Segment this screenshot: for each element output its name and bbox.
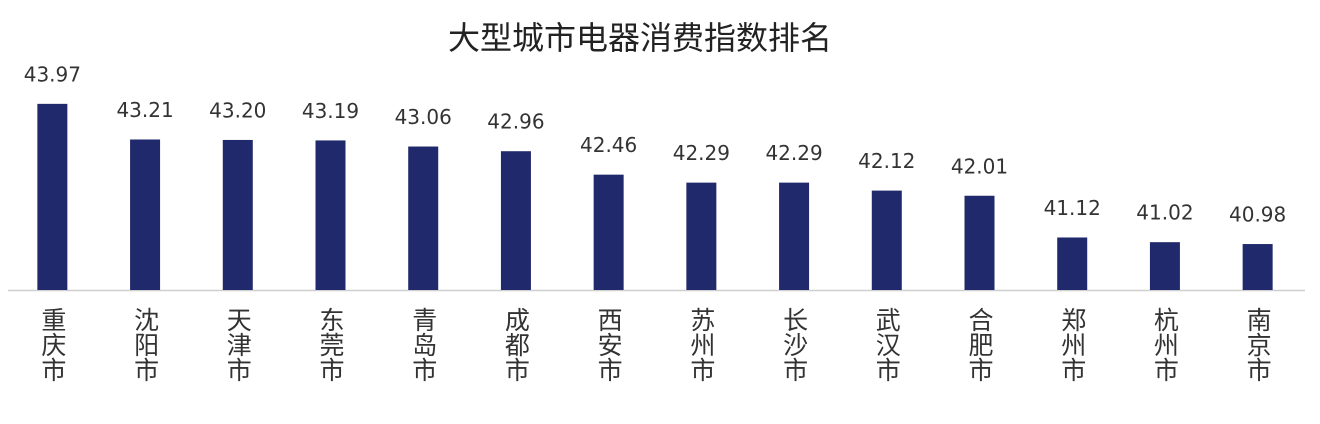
x-tick-label: 苏州市 bbox=[687, 307, 716, 382]
x-tick-label: 郑州市 bbox=[1058, 307, 1087, 382]
value-label: 43.97 bbox=[24, 62, 81, 86]
bar bbox=[593, 174, 624, 290]
bar bbox=[686, 182, 717, 290]
value-label: 42.46 bbox=[580, 133, 637, 157]
bar bbox=[871, 190, 902, 290]
bar bbox=[222, 139, 253, 290]
x-tick-label: 东莞市 bbox=[316, 307, 345, 382]
value-label: 43.19 bbox=[302, 99, 359, 123]
value-label: 42.96 bbox=[487, 110, 544, 134]
value-label: 41.12 bbox=[1044, 196, 1101, 220]
value-label: 41.02 bbox=[1136, 201, 1193, 225]
bar bbox=[1242, 244, 1273, 290]
bar bbox=[1057, 237, 1088, 290]
bar bbox=[1149, 242, 1180, 290]
x-tick-label: 重庆市 bbox=[38, 307, 67, 382]
bar bbox=[37, 103, 68, 291]
value-label: 42.29 bbox=[765, 141, 822, 165]
x-tick-label: 西安市 bbox=[594, 307, 623, 382]
x-tick-label: 天津市 bbox=[223, 307, 252, 382]
value-label: 43.21 bbox=[116, 98, 173, 122]
value-label: 42.29 bbox=[673, 141, 730, 165]
bar bbox=[779, 182, 810, 290]
bar bbox=[130, 139, 161, 290]
value-label: 43.06 bbox=[395, 105, 452, 129]
bar bbox=[964, 195, 995, 290]
x-tick-label: 合肥市 bbox=[965, 307, 994, 382]
x-tick-label: 成都市 bbox=[501, 307, 530, 382]
value-label: 43.20 bbox=[209, 98, 266, 122]
value-label: 42.01 bbox=[951, 154, 1008, 178]
chart-title: 大型城市电器消费指数排名 bbox=[448, 19, 832, 57]
x-tick-label: 杭州市 bbox=[1150, 307, 1179, 382]
x-tick-label: 武汉市 bbox=[872, 307, 901, 382]
x-tick-label: 南京市 bbox=[1243, 307, 1272, 382]
bar bbox=[408, 146, 439, 290]
x-tick-label: 沈阳市 bbox=[131, 307, 160, 382]
x-tick-label: 青岛市 bbox=[409, 307, 438, 382]
value-label: 42.12 bbox=[858, 149, 915, 173]
bar bbox=[315, 140, 346, 290]
x-tick-label: 长沙市 bbox=[780, 307, 809, 382]
bar bbox=[500, 151, 531, 290]
value-label: 40.98 bbox=[1229, 203, 1286, 227]
